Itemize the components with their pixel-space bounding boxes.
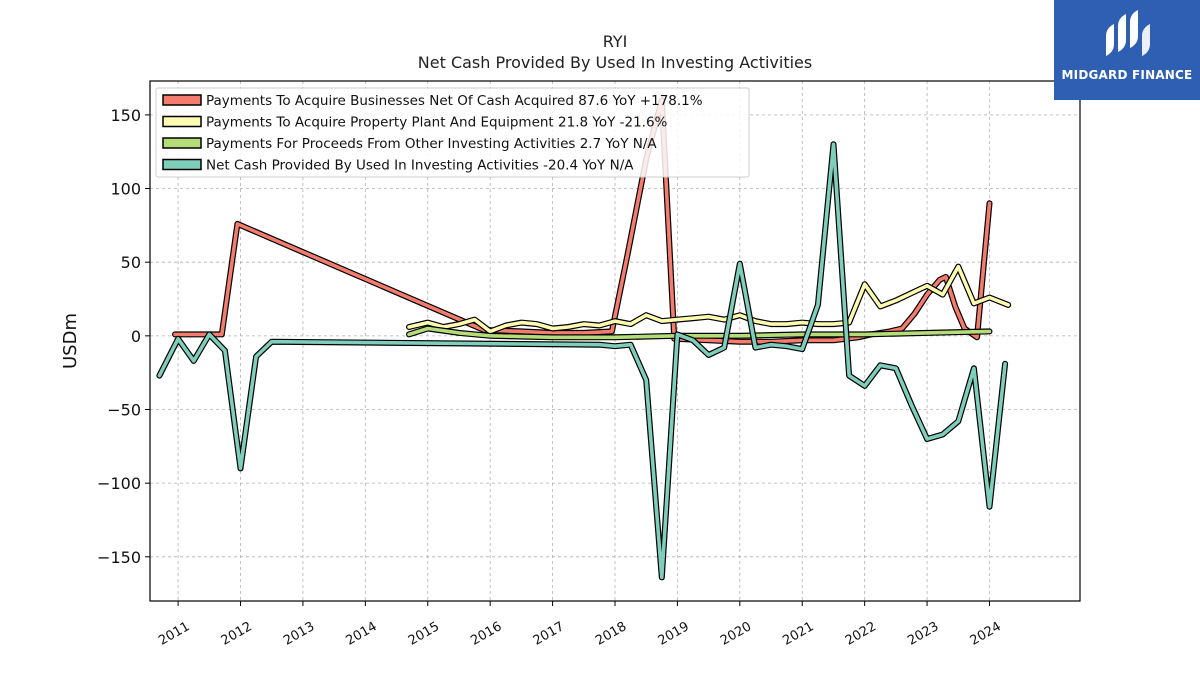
x-tick-label: 2012 [219, 619, 255, 649]
legend-swatch [162, 137, 202, 149]
brand-name: MIDGARD FINANCE [1061, 68, 1193, 82]
x-tick-label: 2020 [718, 619, 754, 649]
y-tick-label: −150 [97, 548, 141, 567]
series-line-2 [407, 264, 1010, 334]
y-axis-label: USDm [60, 313, 81, 369]
brand-logo: MIDGARD FINANCE [1054, 0, 1200, 100]
series-lines [156, 97, 1012, 581]
x-tick-label: 2013 [281, 619, 317, 649]
x-tick-label: 2015 [406, 619, 442, 649]
y-tick-label: 150 [110, 106, 141, 125]
x-tick-label: 2014 [344, 619, 380, 649]
chart-subtitle: Net Cash Provided By Used In Investing A… [418, 53, 812, 72]
y-tick-label: 0 [131, 327, 141, 346]
y-tick-label: 50 [121, 253, 141, 272]
x-tick-label: 2023 [905, 619, 941, 649]
legend-entry: Payments For Proceeds From Other Investi… [206, 136, 657, 152]
x-tick-label: 2016 [468, 619, 504, 649]
legend-swatch [162, 158, 202, 171]
legend-box [155, 87, 750, 178]
series-line-4 [157, 142, 1007, 580]
x-tick-label: 2022 [843, 619, 879, 649]
series-outline-4 [156, 141, 1009, 581]
series-line-3 [407, 326, 992, 340]
chart-title: RYI [603, 32, 628, 51]
x-tick-label: 2011 [156, 619, 192, 649]
legend-swatch [162, 115, 202, 128]
logo-mark-icon [1106, 10, 1150, 56]
series-outline-2 [406, 263, 1012, 335]
x-tick-label: 2019 [656, 619, 692, 649]
x-tick-label: 2024 [968, 619, 1004, 649]
legend-entry: Net Cash Provided By Used In Investing A… [206, 158, 634, 174]
x-tick-label: 2018 [593, 619, 629, 649]
y-tick-label: 100 [110, 180, 141, 199]
legend-entry: Payments To Acquire Businesses Net Of Ca… [206, 93, 703, 109]
legend-entry: Payments To Acquire Property Plant And E… [206, 115, 668, 131]
y-tick-label: −100 [97, 474, 141, 493]
legend-swatch [162, 94, 202, 106]
y-tick-label: −50 [107, 400, 141, 419]
x-tick-label: 2021 [780, 619, 816, 649]
legend: Payments To Acquire Businesses Net Of Ca… [155, 87, 750, 178]
x-tick-label: 2017 [531, 619, 567, 649]
